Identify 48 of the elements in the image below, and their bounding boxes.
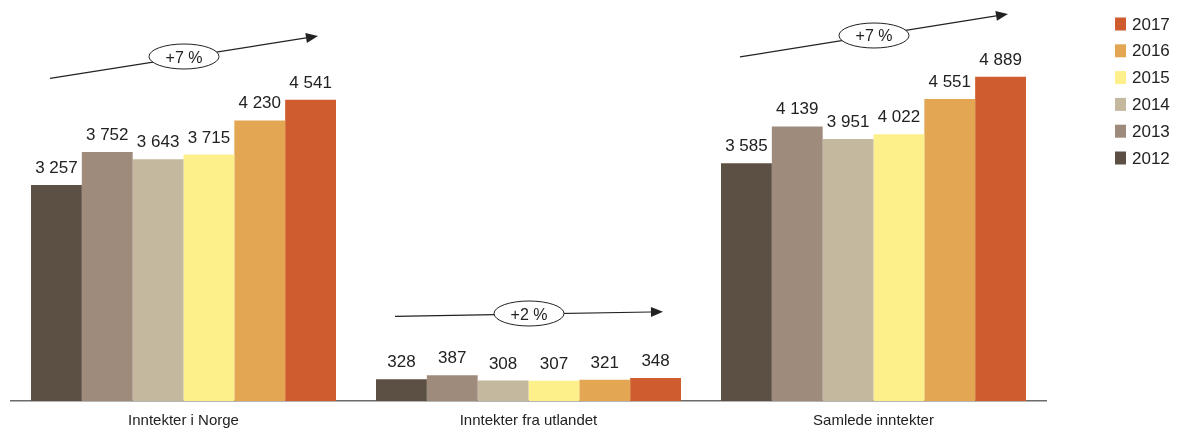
text: +7 % [855, 27, 893, 45]
bar [924, 99, 976, 401]
data-label: 3 643 [136, 132, 180, 152]
data-label: 4 230 [238, 93, 282, 113]
bar [376, 379, 427, 401]
bar [822, 138, 874, 401]
bar [975, 76, 1026, 401]
data-label: 3 752 [85, 125, 129, 145]
legend-label: 2017 [1132, 14, 1170, 34]
legend-label: 2016 [1132, 41, 1170, 61]
x-tick-label: Inntekter i Norge [128, 411, 239, 429]
legend-label: 2015 [1132, 68, 1170, 88]
bar [579, 379, 631, 401]
data-label: 348 [641, 350, 670, 370]
bar [873, 134, 925, 401]
x-tick-label: Inntekter fra utlandet [459, 411, 599, 429]
data-label: 4 139 [775, 99, 819, 119]
x-tick-label: Samlede inntekter [813, 411, 934, 429]
legend-label: 2013 [1132, 121, 1170, 141]
bar [477, 380, 529, 401]
data-label: 3 585 [725, 136, 768, 156]
text: +7 % [165, 48, 203, 66]
bar [426, 375, 478, 401]
data-label: 387 [438, 348, 467, 368]
bar [132, 159, 184, 401]
bar [183, 154, 235, 401]
data-label: 4 889 [979, 49, 1022, 69]
bar [31, 184, 82, 401]
bar [81, 152, 133, 401]
data-label: 3 257 [35, 157, 78, 177]
data-label: 4 541 [289, 72, 332, 92]
bar [771, 126, 823, 401]
bar [285, 99, 336, 401]
data-label: 4 022 [877, 107, 921, 127]
bar [234, 120, 286, 401]
legend-label: 2012 [1132, 148, 1170, 168]
data-label: 3 951 [826, 111, 870, 131]
bar [528, 380, 580, 401]
data-label: 4 551 [928, 72, 972, 92]
data-label: 308 [488, 353, 518, 373]
annotation: +2 % [510, 305, 548, 323]
legend-label: 2014 [1132, 95, 1170, 115]
data-label: 328 [387, 352, 416, 372]
data-label: 307 [539, 353, 569, 373]
bar [630, 377, 681, 401]
data-label: 3 715 [187, 127, 231, 147]
bar [721, 163, 772, 401]
data-label: 321 [590, 352, 619, 372]
